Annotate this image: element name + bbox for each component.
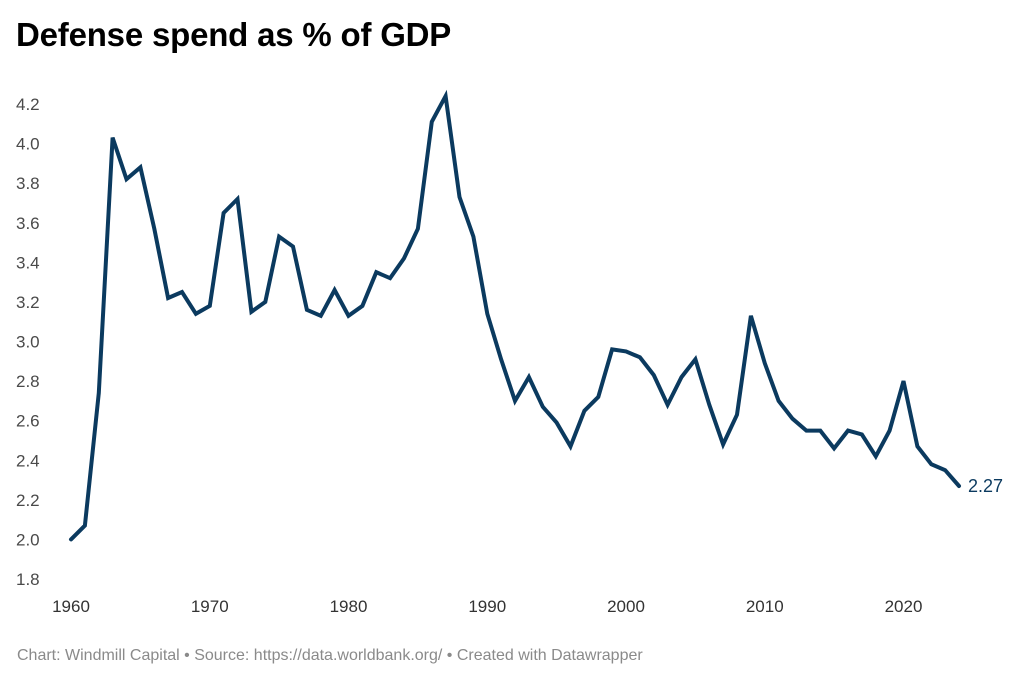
y-tick-label: 2.2 [16, 491, 40, 510]
data-point [97, 391, 101, 395]
data-point [291, 245, 295, 249]
data-point [305, 308, 309, 312]
data-point [680, 375, 684, 379]
data-point [360, 304, 364, 308]
data-point [125, 177, 129, 181]
data-point [569, 444, 573, 448]
y-tick-label: 3.4 [16, 253, 40, 272]
data-point [527, 375, 531, 379]
data-point [693, 357, 697, 361]
data-point [69, 537, 73, 541]
data-point [763, 361, 767, 365]
data-point [236, 197, 240, 201]
x-tick-label: 1980 [330, 597, 368, 616]
data-point [180, 290, 184, 294]
data-point [374, 270, 378, 274]
data-point [638, 355, 642, 359]
data-point [818, 429, 822, 433]
data-point [319, 314, 323, 318]
data-point [791, 417, 795, 421]
data-point [166, 296, 170, 300]
data-point [555, 421, 559, 425]
data-point [541, 405, 545, 409]
x-tick-label: 2000 [607, 597, 645, 616]
data-point [499, 357, 503, 361]
data-point [83, 524, 87, 528]
data-point [915, 444, 919, 448]
data-point [707, 403, 711, 407]
y-tick-label: 3.6 [16, 214, 40, 233]
y-tick-label: 4.0 [16, 135, 40, 154]
data-point [735, 413, 739, 417]
y-tick-label: 3.8 [16, 174, 40, 193]
series-line [69, 89, 961, 542]
data-point [957, 484, 961, 488]
data-point [208, 304, 212, 308]
data-point [263, 300, 267, 304]
data-point [458, 195, 462, 199]
x-axis: 1960 1970 1980 1990 2000 2010 2020 [52, 597, 922, 616]
data-point [902, 379, 906, 383]
data-point [430, 120, 434, 124]
y-tick-label: 2.6 [16, 412, 40, 431]
x-tick-label: 1970 [191, 597, 229, 616]
data-point [596, 395, 600, 399]
y-tick-label: 2.4 [16, 451, 40, 470]
data-point [138, 165, 142, 169]
data-point [444, 94, 448, 98]
data-point [152, 227, 156, 231]
data-point [888, 429, 892, 433]
data-point [402, 256, 406, 260]
x-tick-label: 2020 [885, 597, 923, 616]
data-point [277, 235, 281, 239]
chart-title: Defense spend as % of GDP [16, 16, 452, 53]
data-point [111, 136, 115, 140]
data-point [347, 314, 351, 318]
x-tick-label: 1990 [468, 597, 506, 616]
y-tick-label: 2.0 [16, 530, 40, 549]
y-tick-label: 3.2 [16, 293, 40, 312]
line-chart: 4.24.03.83.63.43.23.02.82.62.42.22.01.8 … [16, 89, 1003, 616]
data-point [610, 347, 614, 351]
data-point [416, 227, 420, 231]
data-point [194, 312, 198, 316]
y-tick-label: 4.2 [16, 95, 40, 114]
data-point [749, 314, 753, 318]
plot-area: 2.27 [69, 89, 1003, 542]
data-point [929, 462, 933, 466]
data-point [666, 403, 670, 407]
data-point [624, 349, 628, 353]
data-point [943, 468, 947, 472]
data-point [582, 409, 586, 413]
y-tick-label: 3.0 [16, 333, 40, 352]
end-value-label: 2.27 [968, 476, 1003, 496]
data-point [860, 433, 864, 437]
data-point [874, 454, 878, 458]
data-point [333, 288, 337, 292]
y-axis: 4.2 4.0 3.8 3.6 3.4 3.2 3.0 2.8 2.6 2.4 2.2 2.0 1.8 [16, 95, 40, 589]
data-point [846, 429, 850, 433]
data-point [222, 211, 226, 215]
data-point [777, 399, 781, 403]
data-point [832, 446, 836, 450]
x-tick-label: 2010 [746, 597, 784, 616]
y-tick-label: 1.8 [16, 570, 40, 589]
y-tick-label: 2.8 [16, 372, 40, 391]
data-point [652, 373, 656, 377]
data-point [249, 310, 253, 314]
chart-footer: Chart: Windmill Capital • Source: https:… [17, 647, 643, 664]
data-point [388, 276, 392, 280]
data-point [513, 399, 517, 403]
data-point [804, 429, 808, 433]
x-tick-label: 1960 [52, 597, 90, 616]
data-point [471, 235, 475, 239]
data-point [721, 442, 725, 446]
data-point [485, 312, 489, 316]
